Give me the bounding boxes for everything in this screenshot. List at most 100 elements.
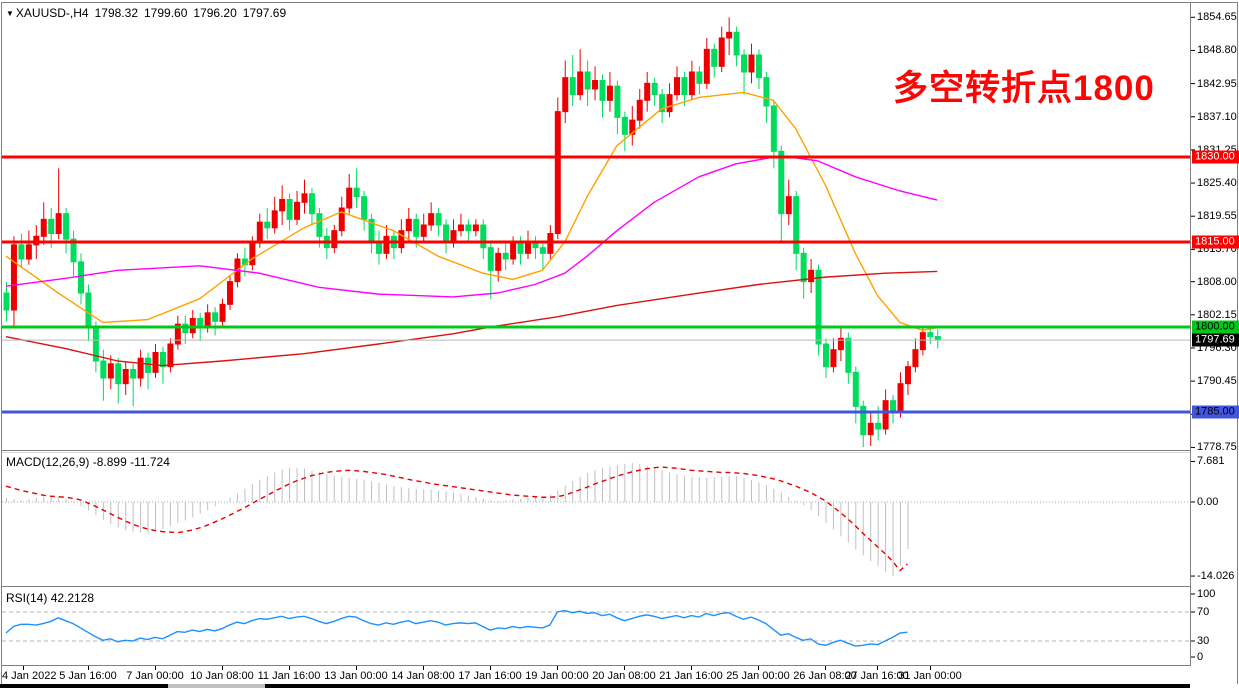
candle <box>219 298 226 327</box>
candle-body <box>785 196 792 215</box>
candle <box>18 233 25 268</box>
candle-body <box>539 247 546 254</box>
candle <box>703 37 710 89</box>
candle-body <box>606 85 613 101</box>
candle <box>718 26 725 72</box>
candle-body <box>793 196 800 254</box>
candle-body <box>890 400 897 413</box>
price-tick-label: 1854.65 <box>1197 11 1237 24</box>
candle <box>346 173 353 214</box>
symbol-dropdown-icon[interactable]: ▼ <box>6 9 14 18</box>
candle <box>435 207 442 237</box>
candle-body <box>130 369 137 379</box>
candle <box>584 60 591 106</box>
candle-body <box>577 71 584 96</box>
candle-body <box>465 224 472 232</box>
candle <box>130 363 137 407</box>
candle <box>279 185 286 225</box>
candle <box>3 281 10 322</box>
candle-body <box>636 99 643 121</box>
candle <box>912 338 919 373</box>
candle <box>539 241 546 271</box>
candle-body <box>167 343 174 368</box>
candle-body <box>353 187 360 198</box>
candle <box>294 190 301 225</box>
candle-body <box>152 352 159 373</box>
candle-body <box>405 218 412 232</box>
candle-body <box>741 54 748 73</box>
candle-body <box>376 241 382 254</box>
candle-body <box>174 323 181 345</box>
candle-body <box>852 371 859 407</box>
candle <box>480 219 487 259</box>
symbol-name: XAUUSD-,H4 <box>15 6 89 20</box>
candle <box>733 26 740 67</box>
candle <box>308 188 315 225</box>
candle-body <box>800 252 807 283</box>
candle <box>651 77 658 106</box>
candle-body <box>845 337 852 373</box>
candle-body <box>696 71 703 84</box>
candle <box>338 196 345 237</box>
candle <box>636 88 643 129</box>
candle-body <box>510 241 517 260</box>
rsi-tick-label: 100 <box>1197 588 1216 600</box>
candle <box>823 338 829 379</box>
macd-main-value: -8.899 <box>92 455 127 469</box>
candle-body <box>688 71 695 96</box>
candle-body <box>599 79 606 101</box>
candle <box>368 213 375 254</box>
candle <box>867 412 874 447</box>
candle-body <box>912 349 919 368</box>
price-badge-1785.00: 1785.00 <box>1192 405 1239 419</box>
price-tick-label: 1837.10 <box>1197 110 1237 123</box>
candle <box>845 332 852 384</box>
candle-body <box>428 213 435 226</box>
candle-body <box>733 31 740 56</box>
scrollbar-track[interactable] <box>0 684 1190 688</box>
price-tick-label: 1802.15 <box>1197 308 1237 321</box>
time-tick-label: 25 Jan 00:00 <box>726 670 790 682</box>
candle-body <box>904 366 911 385</box>
candle <box>115 358 122 404</box>
candle-body <box>256 221 263 243</box>
candle-body <box>525 241 531 254</box>
candle-body <box>830 349 837 368</box>
candle <box>592 66 599 101</box>
candle-body <box>294 201 301 220</box>
candle <box>331 224 338 254</box>
candle-body <box>867 422 874 436</box>
candle-body <box>927 332 934 338</box>
candle <box>808 258 815 293</box>
candle <box>904 361 911 396</box>
candle-body <box>159 352 166 368</box>
candle-body <box>614 85 621 118</box>
candle-body <box>145 357 152 373</box>
candle-body <box>18 244 25 260</box>
candle <box>376 230 382 265</box>
candle-body <box>107 363 114 379</box>
candle-body <box>621 116 628 135</box>
candle <box>554 97 561 240</box>
candle-body <box>301 193 308 203</box>
time-tick-label: 14 Jan 08:00 <box>391 670 455 682</box>
price-tick-label: 1790.45 <box>1197 375 1237 388</box>
candle-body <box>919 332 926 351</box>
candle-body <box>584 71 591 90</box>
candle-body <box>495 252 502 271</box>
macd-signal-value: -11.724 <box>130 455 170 469</box>
candle-body <box>659 94 666 113</box>
rsi-label: RSI(14) 42.2128 <box>6 591 94 605</box>
time-tick-label: 7 Jan 00:00 <box>126 670 184 682</box>
candle <box>919 327 926 356</box>
candle-body <box>286 198 293 220</box>
scrollbar-thumb[interactable] <box>168 684 265 688</box>
candle <box>755 49 762 89</box>
annotation-text[interactable]: 多空转折点1800 <box>893 69 1155 108</box>
rsi-line <box>5 609 908 647</box>
candle <box>666 83 673 118</box>
macd-tick-label: -14.026 <box>1197 570 1235 583</box>
candle <box>830 338 837 373</box>
candle-body <box>629 119 636 135</box>
